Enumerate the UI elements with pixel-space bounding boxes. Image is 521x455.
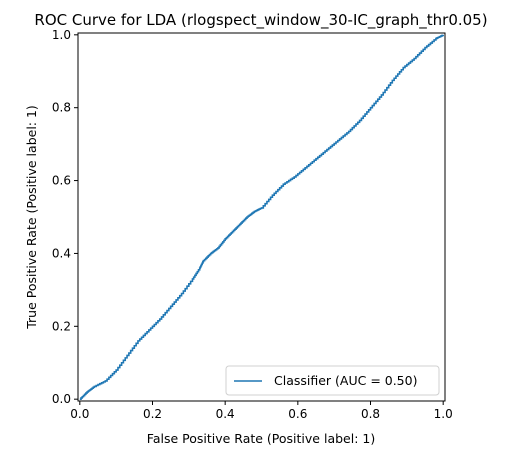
x-tick-label: 0.2 [143, 407, 162, 421]
roc-curve-line [79, 34, 444, 400]
x-tick-label: 0.8 [361, 407, 380, 421]
x-tick-label: 0.4 [216, 407, 235, 421]
chart-title: ROC Curve for LDA (rlogspect_window_30-I… [34, 11, 487, 30]
x-tick-label: 0.6 [288, 407, 307, 421]
legend: Classifier (AUC = 0.50) [225, 365, 440, 396]
x-tick-label: 0.0 [70, 407, 89, 421]
y-tick-label: 0.4 [52, 246, 71, 260]
y-axis-ticks: 0.0 0.2 0.4 0.6 0.8 1.0 [52, 28, 78, 406]
legend-box [225, 365, 440, 396]
y-tick-label: 0.6 [52, 174, 71, 188]
y-tick-label: 0.8 [52, 101, 71, 115]
plot-frame [77, 32, 446, 402]
y-axis-label: True Positive Rate (Positive label: 1) [24, 105, 39, 330]
x-axis-label: False Positive Rate (Positive label: 1) [147, 431, 375, 446]
x-axis-ticks: 0.0 0.2 0.4 0.6 0.8 1.0 [70, 401, 453, 421]
legend-entry-label: Classifier (AUC = 0.50) [274, 373, 417, 388]
y-tick-label: 0.2 [52, 319, 71, 333]
y-tick-label: 0.0 [52, 392, 71, 406]
y-tick-label: 1.0 [52, 28, 71, 42]
x-tick-label: 1.0 [434, 407, 453, 421]
